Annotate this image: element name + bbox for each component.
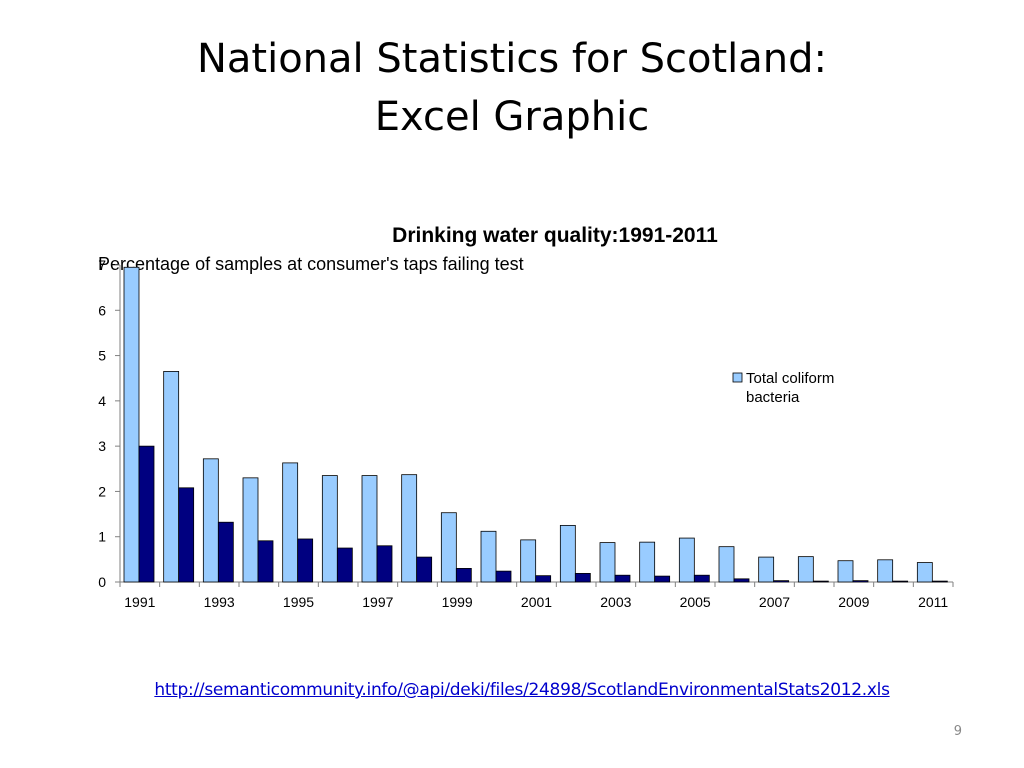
x-tick-label: 2001 — [521, 594, 552, 610]
bar-series2-2006 — [733, 578, 750, 583]
bar-series2-2010 — [892, 580, 909, 583]
bar-series1-2011 — [916, 562, 933, 583]
x-tick-label: 1995 — [283, 594, 314, 610]
chart-bars — [123, 266, 948, 583]
bar-chart: Drinking water quality:1991-2011 Percent… — [98, 224, 954, 610]
x-tick-label: 1999 — [442, 594, 473, 610]
y-tick-label: 5 — [98, 348, 106, 364]
y-tick-label: 3 — [98, 438, 106, 454]
x-tick-label: 1997 — [362, 594, 393, 610]
x-tick-label: 2011 — [918, 594, 948, 610]
bar-series2-2002 — [574, 572, 591, 583]
x-tick-label: 2007 — [759, 594, 790, 610]
bar-series1-2003 — [599, 542, 616, 583]
y-tick-label: 6 — [98, 302, 106, 318]
bar-series2-1998 — [416, 556, 433, 583]
bar-series2-2003 — [614, 574, 631, 583]
bar-series1-2010 — [877, 559, 894, 583]
bar-series2-2007 — [773, 580, 790, 583]
legend-swatch — [732, 372, 743, 383]
x-tick-label: 2009 — [838, 594, 869, 610]
bar-series2-1995 — [297, 538, 314, 583]
bar-series1-2007 — [758, 556, 775, 583]
bar-series2-2004 — [654, 575, 671, 583]
bar-series1-1999 — [440, 512, 457, 583]
bar-series2-1991 — [138, 445, 155, 583]
bar-series1-2001 — [520, 539, 537, 583]
bar-series1-1997 — [361, 475, 378, 583]
bar-series1-1994 — [242, 477, 259, 583]
bar-series1-2002 — [559, 524, 576, 583]
x-tick-label: 1993 — [204, 594, 235, 610]
y-axis-ticks: 0 1 2 3 4 5 6 7 — [98, 257, 120, 590]
bar-series2-1997 — [376, 545, 393, 583]
bar-series2-1992 — [178, 487, 195, 583]
legend-label: Total coliform bacteria — [746, 370, 834, 406]
y-tick-label: 1 — [98, 529, 106, 545]
bar-series1-1991 — [123, 266, 140, 583]
x-axis-ticks: 1991 1993 1995 1997 1999 2001 2003 2005 2007 2009… — [119, 582, 954, 610]
bar-series1-1998 — [401, 474, 418, 583]
slide-title-line1: National Statistics for Scotland: — [196, 36, 828, 82]
bar-series1-2000 — [480, 530, 497, 583]
bar-series1-1992 — [163, 371, 180, 583]
y-tick-label: 0 — [98, 574, 106, 590]
bar-series1-1996 — [321, 475, 338, 583]
x-tick-label: 2003 — [600, 594, 631, 610]
bar-series1-2005 — [678, 537, 695, 583]
slide-title: National Statistics for Scotland: Excel … — [0, 30, 1024, 146]
bar-series2-1999 — [455, 568, 472, 583]
chart-title: Drinking water quality:1991-2011 — [392, 224, 718, 247]
bar-series2-2008 — [812, 580, 829, 583]
chart-subtitle: Percentage of samples at consumer's taps… — [98, 254, 524, 274]
bar-series1-2008 — [797, 556, 814, 583]
bar-series2-1996 — [336, 547, 353, 583]
y-tick-label: 4 — [98, 393, 106, 409]
bar-series2-2009 — [852, 580, 869, 583]
y-tick-label: 2 — [98, 483, 106, 499]
source-link[interactable]: http://semanticommunity.info/@api/deki/f… — [154, 680, 890, 700]
bar-series1-2004 — [639, 541, 656, 583]
bar-series2-2011 — [931, 580, 948, 583]
bar-series1-2009 — [837, 560, 854, 583]
bar-series2-2000 — [495, 570, 512, 583]
slide-title-line2: Excel Graphic — [374, 94, 650, 140]
chart-legend: Total coliform bacteria — [732, 370, 834, 406]
y-tick-label: 7 — [98, 257, 106, 273]
x-tick-label: 2005 — [680, 594, 711, 610]
bar-series2-1994 — [257, 540, 274, 583]
bar-series2-2005 — [693, 574, 710, 583]
x-tick-label: 1991 — [124, 594, 155, 610]
bar-series1-1993 — [202, 458, 219, 583]
bar-series2-1993 — [217, 521, 234, 583]
slide-number: 9 — [953, 724, 962, 739]
bar-series2-2001 — [535, 575, 552, 583]
bar-series1-1995 — [282, 462, 299, 583]
bar-series1-2006 — [718, 546, 735, 583]
